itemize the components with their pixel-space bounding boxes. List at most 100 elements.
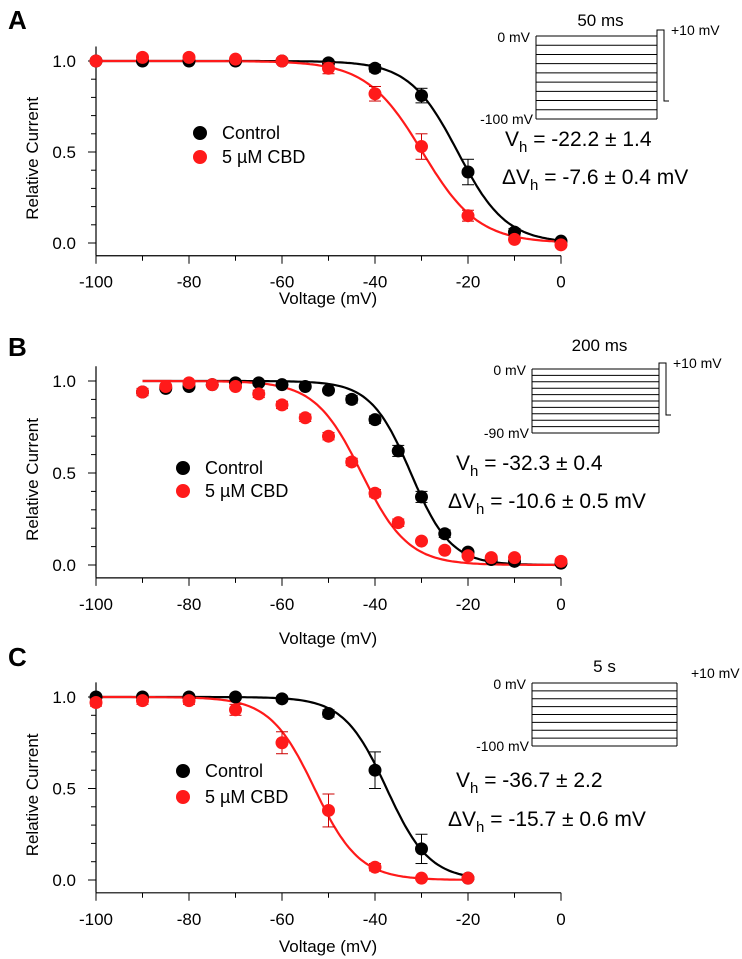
legend-label: 5 µM CBD (222, 147, 305, 167)
data-point-control (415, 842, 428, 856)
data-point-control (229, 690, 242, 704)
x-tick-label: -40 (363, 595, 388, 614)
data-point-cbd (345, 455, 359, 469)
data-point-cbd (554, 238, 568, 252)
test-pulse (656, 29, 669, 102)
x-tick-label: -40 (363, 273, 388, 292)
data-point-control (252, 376, 266, 390)
legend-marker (176, 484, 190, 498)
vh-stat: Vh = -22.2 ± 1.4 (505, 128, 652, 156)
data-point-cbd (182, 694, 196, 708)
x-tick-label: -60 (270, 910, 295, 929)
test-pulse (658, 362, 671, 416)
legend-label: Control (205, 458, 263, 478)
data-point-cbd (275, 736, 289, 750)
legend-label: Control (205, 761, 263, 781)
protocol-duration: 50 ms (577, 11, 623, 30)
x-axis-label: Voltage (mV) (279, 289, 377, 308)
legend-marker (193, 150, 207, 164)
legend-label: Control (222, 123, 280, 143)
data-point-cbd (461, 209, 475, 223)
data-point-cbd (322, 61, 335, 75)
legend-marker (176, 461, 190, 475)
panel-a: A 0.0 0.5 1.0 -100 -80 -60 -40 -20 0 Voltage (mV) R… (8, 5, 720, 308)
data-point-cbd (415, 140, 428, 154)
data-point-cbd (252, 387, 266, 401)
legend-label: 5 µM CBD (205, 481, 288, 501)
data-point-control (298, 380, 312, 394)
panel-b: B 0.0 0.5 1.0 -100 -80 -60 -40 -20 0 Voltage (mV) R… (8, 332, 722, 648)
dvh-stat: ΔVh = -7.6 ± 0.4 mV (502, 166, 688, 194)
data-point-cbd (89, 695, 103, 709)
voltage-protocol: 200 ms 0 mV -90 mV +10 mV (484, 336, 722, 441)
data-point-cbd (136, 50, 149, 64)
legend-marker (193, 126, 207, 140)
x-tick-label: -80 (177, 595, 202, 614)
voltage-protocol: 5 s 0 mV -100 mV +10 mV (476, 657, 740, 754)
data-point-cbd (554, 554, 568, 568)
protocol-duration: 5 s (593, 657, 616, 676)
data-point-control (275, 692, 289, 706)
data-point-cbd (89, 54, 103, 68)
data-point-control (275, 378, 289, 392)
data-point-control (415, 89, 428, 103)
y-tick-label: 0.5 (52, 464, 76, 483)
data-point-cbd (461, 871, 475, 885)
protocol-hold: 0 mV (493, 676, 526, 692)
x-tick-label: -80 (177, 910, 202, 929)
data-point-cbd (298, 411, 312, 425)
dvh-stat: ΔVh = -10.6 ± 0.5 mV (448, 490, 646, 518)
vh-stat: Vh = -32.3 ± 0.4 (456, 452, 603, 480)
data-point-control (368, 61, 382, 75)
panel-label: C (8, 642, 27, 672)
data-point-control (322, 706, 335, 720)
x-tick-label: -20 (456, 273, 481, 292)
protocol-test: +10 mV (673, 355, 722, 371)
data-point-cbd (508, 232, 521, 246)
panel-c: C 0.0 0.5 1.0 -100 -80 -60 -40 -20 0 Voltage (mV) R… (8, 642, 740, 956)
fit-curve-control (96, 59, 562, 242)
x-tick-label: -100 (79, 273, 113, 292)
data-point-control (345, 392, 359, 406)
y-tick-label: 0.0 (52, 871, 76, 890)
data-point-cbd (484, 551, 498, 565)
x-tick-label: 0 (556, 273, 565, 292)
x-tick-label: -80 (177, 273, 202, 292)
x-tick-label: -100 (79, 910, 113, 929)
protocol-low: -100 mV (476, 738, 530, 754)
y-tick-label: 1.0 (52, 372, 76, 391)
data-point-control (438, 527, 452, 541)
protocol-low: -90 mV (484, 425, 530, 441)
x-tick-label: 0 (556, 595, 565, 614)
data-point-cbd (322, 429, 335, 443)
y-axis-label: Relative Current (23, 418, 42, 541)
dvh-stat: ΔVh = -15.7 ± 0.6 mV (448, 808, 646, 836)
data-point-cbd (159, 380, 173, 394)
legend-marker (176, 790, 190, 804)
protocol-test: +10 mV (691, 665, 740, 681)
y-tick-label: 1.0 (52, 688, 76, 707)
data-point-cbd (275, 54, 289, 68)
x-tick-label: 0 (556, 910, 565, 929)
protocol-hold: 0 mV (497, 29, 530, 45)
legend-marker (176, 764, 190, 778)
data-point-control (391, 444, 405, 458)
y-tick-label: 1.0 (52, 52, 76, 71)
y-axis-label: Relative Current (23, 97, 42, 220)
data-point-cbd (508, 551, 521, 565)
data-point-cbd (415, 871, 428, 885)
data-point-cbd (136, 385, 149, 399)
x-tick-label: -60 (270, 273, 295, 292)
fit-curve-cbd (96, 59, 562, 243)
protocol-low: -100 mV (480, 111, 534, 127)
data-point-control (322, 383, 335, 397)
data-point-cbd (229, 703, 242, 717)
data-point-cbd (182, 376, 196, 390)
vh-stat: Vh = -36.7 ± 2.2 (456, 769, 603, 797)
data-point-cbd (368, 860, 382, 874)
data-point-cbd (391, 516, 405, 530)
y-tick-label: 0.5 (52, 143, 76, 162)
data-point-cbd (275, 398, 289, 412)
data-point-cbd (438, 543, 452, 557)
data-point-control (368, 413, 382, 427)
